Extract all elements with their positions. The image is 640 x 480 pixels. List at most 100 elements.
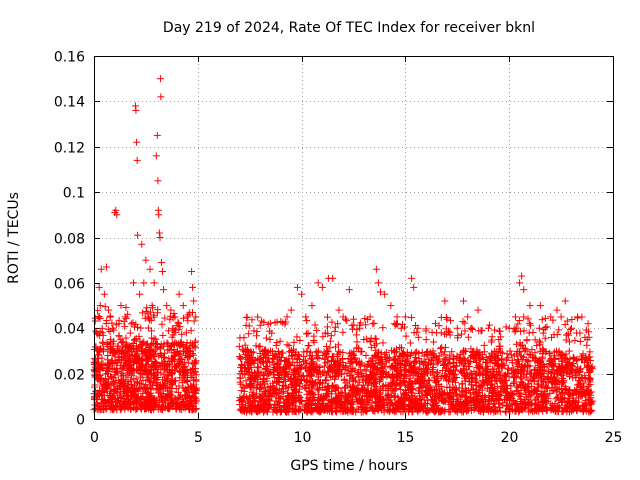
data-point <box>441 348 449 356</box>
data-point <box>156 234 164 241</box>
data-point <box>460 297 468 305</box>
data-point <box>571 336 579 344</box>
data-point <box>339 328 347 336</box>
data-point <box>350 315 357 323</box>
data-point <box>153 131 161 139</box>
data-point <box>304 342 312 350</box>
data-point <box>437 313 445 321</box>
data-point <box>414 333 422 341</box>
data-point <box>541 314 549 322</box>
data-point <box>393 313 401 321</box>
data-point <box>523 337 531 345</box>
data-point <box>298 290 306 298</box>
data-point <box>129 279 137 287</box>
data-point <box>323 323 331 331</box>
data-point <box>561 297 569 305</box>
data-point <box>516 316 524 324</box>
data-point <box>343 317 351 325</box>
data-point <box>154 177 162 185</box>
data-point <box>287 306 295 314</box>
data-point <box>536 302 544 310</box>
y-tick-label: 0.16 <box>54 50 85 66</box>
data-point <box>430 338 438 346</box>
y-tick-label: 0.12 <box>54 141 85 157</box>
data-point <box>163 302 171 310</box>
data-point <box>133 323 141 331</box>
data-point <box>511 328 519 336</box>
data-point <box>387 302 395 310</box>
data-point <box>155 229 163 237</box>
data-point <box>173 321 181 329</box>
data-point <box>236 354 244 362</box>
data-point <box>401 367 409 375</box>
x-tick-label: 10 <box>294 430 312 446</box>
data-point <box>411 350 419 358</box>
data-point <box>310 337 318 345</box>
data-point <box>524 315 532 323</box>
y-tick-label: 0.1 <box>63 186 85 202</box>
data-point <box>411 359 419 367</box>
data-point <box>188 268 196 276</box>
data-point <box>159 268 167 276</box>
data-point <box>538 316 546 324</box>
data-point <box>158 320 166 328</box>
data-point <box>137 324 145 332</box>
data-point <box>514 320 522 328</box>
data-point <box>555 326 563 334</box>
y-tick-label: 0.02 <box>54 368 85 384</box>
data-point <box>520 286 528 294</box>
data-point <box>485 321 493 329</box>
data-point <box>133 138 141 146</box>
data-point <box>468 326 476 334</box>
data-point <box>293 283 301 291</box>
data-point <box>335 306 343 314</box>
data-point <box>441 343 449 351</box>
data-point <box>495 327 503 335</box>
data-points <box>90 75 596 416</box>
data-point <box>491 326 499 334</box>
data-point <box>160 286 168 294</box>
data-point <box>408 314 416 322</box>
data-point <box>296 337 304 345</box>
data-point <box>468 324 476 332</box>
data-point <box>161 314 169 322</box>
data-point <box>526 321 534 329</box>
data-point <box>437 345 445 353</box>
data-point <box>302 313 310 321</box>
data-point <box>235 342 243 350</box>
data-point <box>127 320 135 328</box>
data-point <box>441 360 449 368</box>
data-point <box>345 286 353 294</box>
data-point <box>190 317 198 325</box>
data-point <box>276 337 284 345</box>
data-point <box>406 339 414 347</box>
x-tick-label: 5 <box>194 430 203 446</box>
data-point <box>397 324 405 332</box>
data-point <box>192 313 200 321</box>
data-point <box>352 331 360 339</box>
data-point <box>311 321 319 329</box>
data-point <box>303 317 311 325</box>
data-point <box>410 283 418 291</box>
y-tick-label: 0.04 <box>54 322 85 338</box>
data-point <box>474 306 482 314</box>
data-point <box>520 313 528 321</box>
y-axis: 0 0.02 0.04 0.06 0.08 0.1 0.12 0.14 0.16 <box>54 50 613 429</box>
data-point <box>349 325 357 333</box>
x-tick-label: 20 <box>501 430 519 446</box>
data-point <box>358 347 366 355</box>
data-point <box>433 329 441 337</box>
data-point <box>362 351 370 359</box>
data-point <box>464 333 472 341</box>
data-point <box>283 313 291 321</box>
data-point <box>401 313 409 321</box>
data-point <box>138 240 146 248</box>
data-point <box>136 290 144 298</box>
y-tick-label: 0.06 <box>54 277 85 293</box>
data-point <box>242 321 250 329</box>
data-point <box>167 306 175 314</box>
data-point <box>95 283 103 291</box>
data-point <box>159 331 167 339</box>
data-point <box>557 313 565 321</box>
